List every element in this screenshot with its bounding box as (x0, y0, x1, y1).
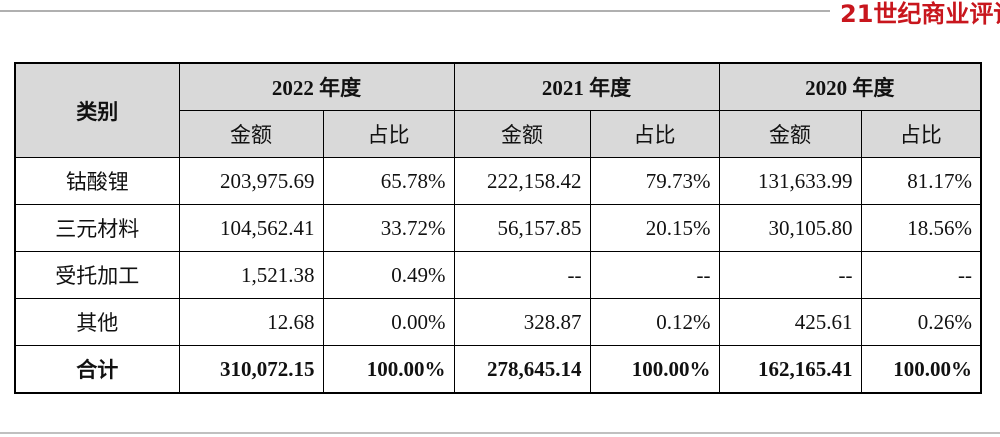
table-row: 三元材料 104,562.41 33.72% 56,157.85 20.15% 30,10… (14, 204, 982, 252)
data-table: 类别 2022 年度 2021 年度 2020 年度 金额 占比 金额 占比 金额 占比 钴酸锂… (14, 62, 982, 394)
sub-header: 金额 (178, 110, 324, 158)
value-cell: 100.00% (322, 345, 455, 394)
category-cell: 其他 (14, 298, 180, 346)
value-cell: 65.78% (322, 157, 455, 205)
value-cell: 0.49% (322, 251, 455, 299)
value-cell: 203,975.69 (178, 157, 324, 205)
category-cell: 合计 (14, 345, 180, 394)
category-cell: 钴酸锂 (14, 157, 180, 205)
value-cell: 222,158.42 (453, 157, 591, 205)
header-cell: 类别 (14, 62, 180, 158)
value-cell: -- (860, 251, 982, 299)
table-row: 其他 12.68 0.00% 328.87 0.12% 425.61 0.26% (14, 298, 982, 346)
bottom-rule (0, 432, 1000, 434)
value-cell: 81.17% (860, 157, 982, 205)
value-cell: 1,521.38 (178, 251, 324, 299)
sub-header: 金额 (453, 110, 591, 158)
value-cell: 0.12% (589, 298, 720, 346)
value-cell: 33.72% (322, 204, 455, 252)
value-cell: 30,105.80 (718, 204, 862, 252)
value-cell: 100.00% (860, 345, 982, 394)
year-header: 2020 年度 (718, 62, 982, 111)
table-row: 受托加工 1,521.38 0.49% -- -- -- -- (14, 251, 982, 299)
value-cell: 131,633.99 (718, 157, 862, 205)
brand-logo: 21世纪商业评论 (840, 0, 1000, 28)
top-rule (0, 10, 830, 12)
year-header: 2022 年度 (178, 62, 455, 111)
value-cell: 56,157.85 (453, 204, 591, 252)
table-row: 合计 310,072.15 100.00% 278,645.14 100.00% 162,… (14, 345, 982, 394)
year-header: 2021 年度 (453, 62, 720, 111)
value-cell: -- (453, 251, 591, 299)
value-cell: 20.15% (589, 204, 720, 252)
sub-header: 金额 (718, 110, 862, 158)
value-cell: 104,562.41 (178, 204, 324, 252)
sub-header: 占比 (322, 110, 455, 158)
value-cell: 278,645.14 (453, 345, 591, 394)
value-cell: 328.87 (453, 298, 591, 346)
value-cell: -- (589, 251, 720, 299)
value-cell: -- (718, 251, 862, 299)
value-cell: 310,072.15 (178, 345, 324, 394)
table-row: 钴酸锂 203,975.69 65.78% 222,158.42 79.73% 131,6… (14, 157, 982, 205)
value-cell: 162,165.41 (718, 345, 862, 394)
value-cell: 18.56% (860, 204, 982, 252)
value-cell: 0.00% (322, 298, 455, 346)
value-cell: 0.26% (860, 298, 982, 346)
value-cell: 425.61 (718, 298, 862, 346)
value-cell: 100.00% (589, 345, 720, 394)
value-cell: 12.68 (178, 298, 324, 346)
value-cell: 79.73% (589, 157, 720, 205)
sub-header: 占比 (589, 110, 720, 158)
category-cell: 受托加工 (14, 251, 180, 299)
category-cell: 三元材料 (14, 204, 180, 252)
sub-header: 占比 (860, 110, 982, 158)
